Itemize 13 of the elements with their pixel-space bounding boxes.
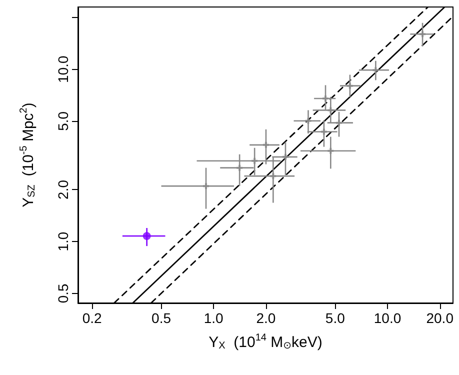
x-tick-label: 2.0 — [256, 310, 276, 326]
x-tick-label: 1.0 — [204, 310, 224, 326]
y-tick-label: 0.5 — [55, 283, 71, 304]
x-tick-label: 0.2 — [82, 310, 102, 326]
y-tick-label: 2.0 — [55, 180, 71, 200]
y-tick-label: 5.0 — [55, 111, 71, 131]
y-axis-title: YSZ (10-5 Mpc2) — [18, 102, 38, 208]
y-tick-label: 10.0 — [55, 55, 71, 83]
y-tick-label: 1.0 — [55, 232, 71, 252]
x-tick-label: 20.0 — [426, 310, 454, 326]
x-tick-label: 5.0 — [325, 310, 346, 326]
x-tick-label: 10.0 — [374, 310, 402, 326]
x-tick-label: 0.5 — [152, 310, 172, 326]
